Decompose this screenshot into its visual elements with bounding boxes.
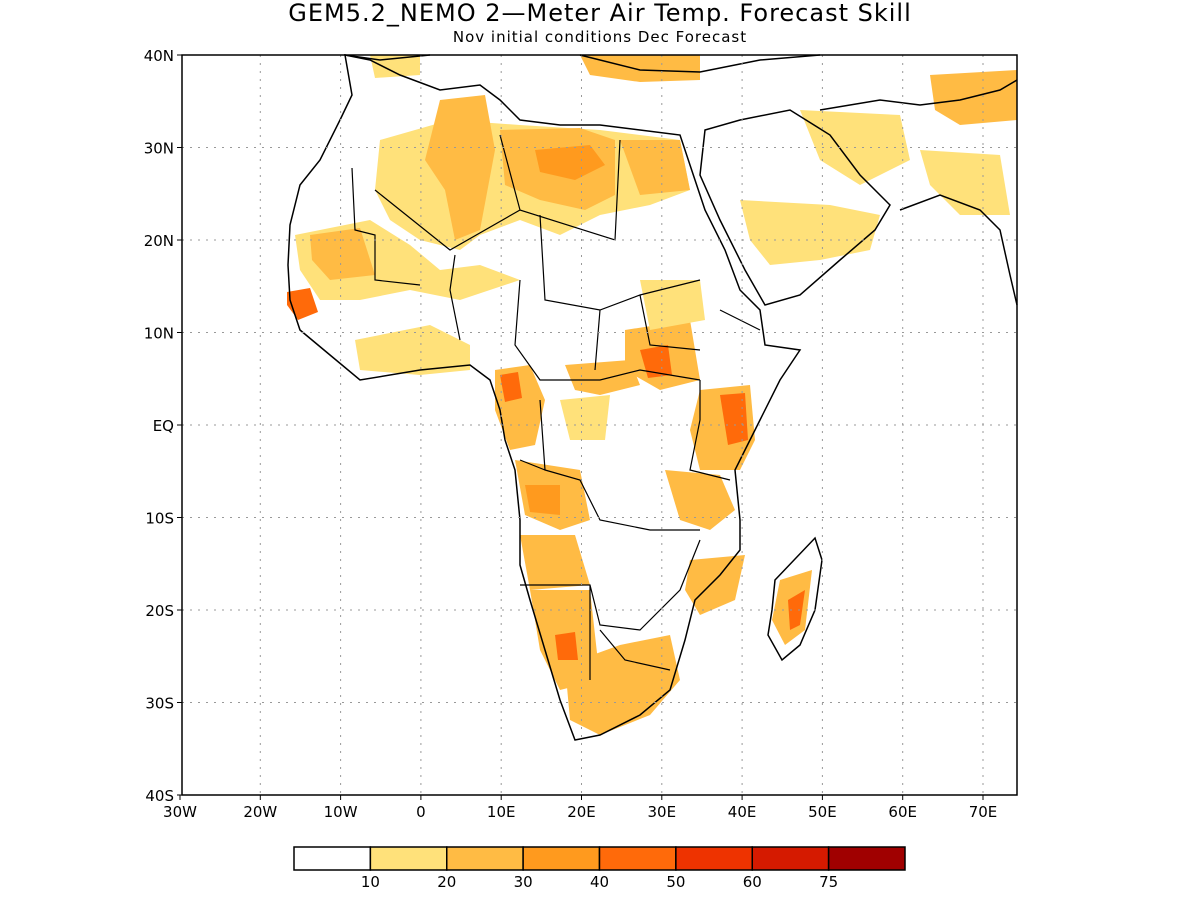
legend-label: 30 [514,873,533,891]
legend-label: 50 [666,873,685,891]
shading-arabia [740,200,880,265]
lon-axis: 30W 20W 10W 0 10E 20E 30E 40E 50E 60E 70E [163,54,998,821]
legend-colorbar: 10 20 30 40 50 60 75 [293,846,906,891]
shading-namibia-dark [555,632,578,660]
shading-car [565,360,640,395]
legend-label: 10 [361,873,380,891]
lon-tick-label: 10W [324,803,358,821]
arabia-coastline [699,109,891,306]
shading-afghanistan [930,70,1017,125]
lon-tick-label: 10E [487,803,516,821]
lon-tick-label: 20W [243,803,277,821]
lon-tick-label: 70E [969,803,998,821]
legend-swatch [522,846,601,871]
lat-tick-label: 10S [145,510,174,528]
madagascar-coastline [767,536,823,662]
map-title: GEM5.2_NEMO 2—Meter Air Temp. Forecast S… [288,0,912,27]
shading-cameroon-dark [500,372,522,402]
legend-swatch [827,846,906,871]
legend-label: 40 [590,873,609,891]
lon-tick-label: 0 [416,803,426,821]
shading-iberia [370,55,420,78]
shading-sudan [640,280,705,330]
shading-kenya-dark [720,393,748,445]
legend-swatch [369,846,448,871]
asia-coastline [819,79,1018,306]
legend-swatch [446,846,524,871]
lon-tick-label: 60E [888,803,917,821]
legend-swatch [675,846,753,871]
legend-swatch [293,846,372,871]
lon-tick-label: 30W [163,803,197,821]
map-subtitle: Nov initial conditions Dec Forecast [452,28,748,46]
lat-tick-label: 20S [145,602,174,620]
lat-tick-label: 30N [144,140,174,158]
lon-tick-label: 50E [808,803,837,821]
grid [182,55,1017,795]
lat-tick-label: 20N [144,232,174,250]
legend-swatch [751,846,830,871]
shading-south-sudan-dark [640,345,672,378]
shading-egypt [620,140,690,195]
country-borders [351,134,761,680]
legend-label: 20 [437,873,456,891]
shading-madagascar-dark [788,590,805,630]
legend-swatch [598,846,677,871]
legend-label: 60 [743,873,762,891]
shading-congo [560,395,610,440]
shading-tanzania [665,470,735,530]
lat-tick-label: EQ [153,417,174,435]
coastlines [287,54,1018,741]
shading-gulf-guinea [355,325,470,375]
legend-label: 75 [819,873,838,891]
lat-axis: 40N 30N 20N 10N EQ 10S 20S 30S 40S [144,47,174,805]
shading-algeria [425,95,495,240]
shading-mauritania [310,228,375,280]
shading-south-africa [565,635,680,735]
lat-tick-label: 40S [145,787,174,805]
shading-pakistan [920,150,1010,215]
lon-tick-label: 40E [728,803,757,821]
shading-angola-dark [525,485,560,515]
africa-coastline [287,54,802,741]
shading-mozambique [685,555,745,615]
lat-tick-label: 30S [145,695,174,713]
lat-tick-label: 40N [144,47,174,65]
shading-libya-dark [535,145,605,180]
skill-shading [287,55,1017,735]
shading-namibia-north [520,535,590,590]
lon-tick-label: 30E [648,803,677,821]
lat-tick-label: 10N [144,325,174,343]
lon-tick-label: 20E [567,803,596,821]
europe-coastline [344,54,821,73]
